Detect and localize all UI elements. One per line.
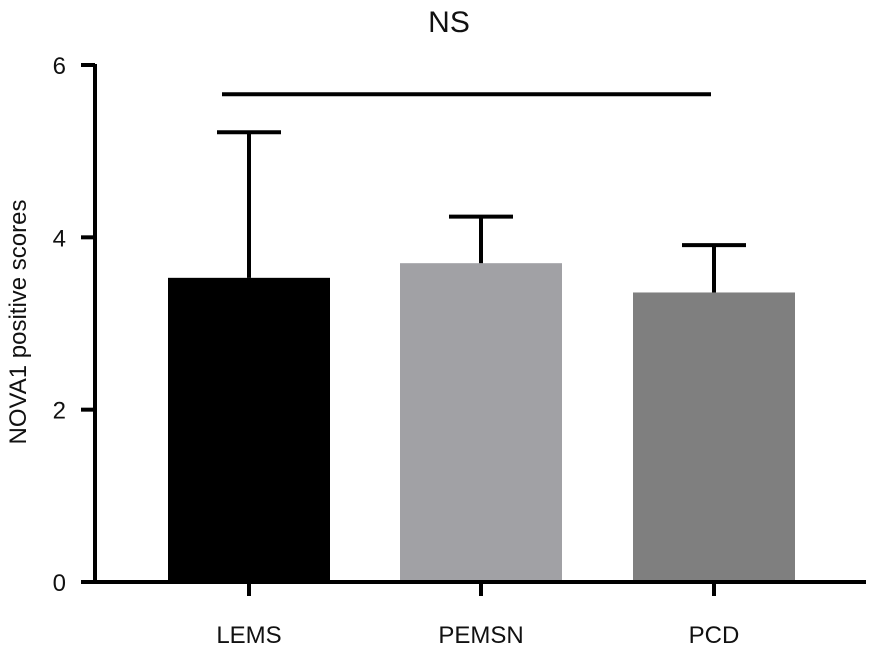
x-tick-label-lems: LEMS bbox=[216, 622, 281, 648]
y-tick-label: 0 bbox=[53, 570, 66, 597]
y-axis-label: NOVA1 positive scores bbox=[5, 200, 32, 445]
x-tick-label-pemsn: PEMSN bbox=[438, 622, 523, 648]
y-tick-label: 6 bbox=[53, 53, 66, 80]
y-tick-label: 2 bbox=[53, 398, 66, 425]
plot-area: 0 2 4 6 LEMS PEMSN PCD NS bbox=[53, 6, 866, 648]
significance-label: NS bbox=[428, 6, 470, 39]
y-tick-label: 4 bbox=[53, 225, 66, 252]
bar-pemsn bbox=[400, 263, 562, 582]
x-tick-label-pcd: PCD bbox=[689, 622, 740, 648]
bar-pcd bbox=[633, 292, 795, 582]
bar-lems bbox=[168, 277, 330, 582]
